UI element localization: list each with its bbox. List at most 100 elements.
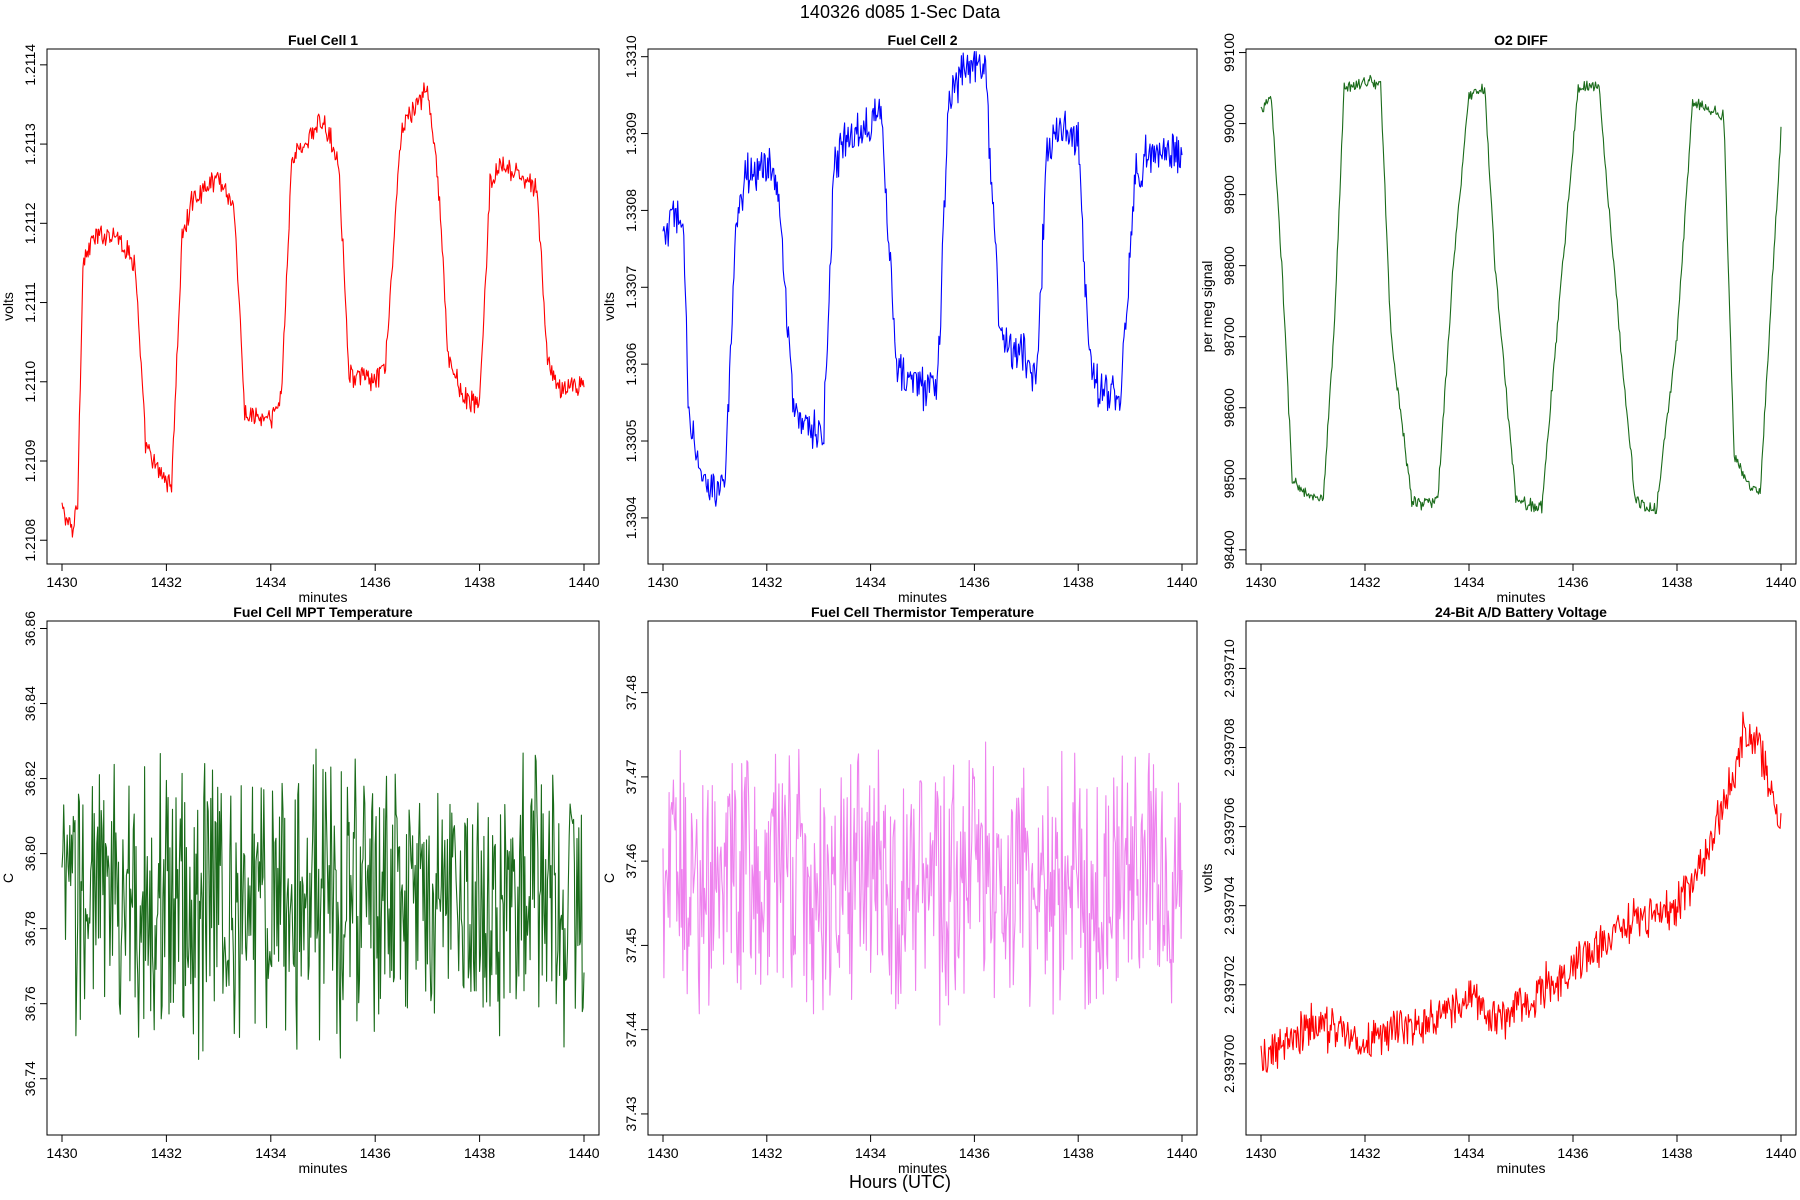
x-tick-label: 1432 xyxy=(751,574,782,590)
x-tick-label: 1434 xyxy=(1453,1145,1484,1161)
plot-frame xyxy=(46,620,600,1136)
x-tick-label: 1434 xyxy=(255,574,286,590)
x-tick-label: 1430 xyxy=(647,1145,678,1161)
x-tick-label: 1440 xyxy=(1765,1145,1796,1161)
plot-frame xyxy=(46,48,600,565)
series-line xyxy=(1260,711,1782,1073)
panel-3: O2 DIFF 1430 1432 1434 1436 1438 1440 minutes 98… xyxy=(1199,32,1797,605)
panel-1: Fuel Cell 1 1430 1432 1434 1436 1438 1440 minut… xyxy=(0,32,600,605)
y-tick-label: 99000 xyxy=(1221,104,1237,143)
x-tick-label: 1436 xyxy=(360,1145,391,1161)
y-tick-label: 1.3304 xyxy=(623,496,639,539)
series-line xyxy=(662,51,1183,507)
y-tick-label: 36.74 xyxy=(22,1061,38,1096)
plot-frame xyxy=(647,620,1198,1136)
y-tick-label: 98500 xyxy=(1221,459,1237,498)
x-tick-label: 1434 xyxy=(855,1145,886,1161)
y-tick-label: 98400 xyxy=(1221,530,1237,569)
panel-title: 24-Bit A/D Battery Voltage xyxy=(1435,604,1607,620)
x-axis-label: minutes xyxy=(898,589,947,605)
y-tick-label: 1.3310 xyxy=(623,35,639,78)
y-tick-label: 99100 xyxy=(1221,33,1237,72)
y-tick-label: 1.2110 xyxy=(22,361,38,403)
y-tick-label: 1.3308 xyxy=(623,189,639,232)
y-tick-label: 98700 xyxy=(1221,317,1237,356)
series-line xyxy=(662,741,1183,1026)
y-axis-label: volts xyxy=(1199,864,1215,893)
y-tick-label: 2.939704 xyxy=(1221,876,1237,935)
panel-5: Fuel Cell Thermistor Temperature 1430 1432… xyxy=(601,604,1198,1176)
x-tick-label: 1432 xyxy=(751,1145,782,1161)
figure-title: 140326 d085 1-Sec Data xyxy=(800,2,1001,22)
x-tick-label: 1440 xyxy=(1765,574,1796,590)
y-tick-label: 98900 xyxy=(1221,175,1237,214)
y-tick-label: 2.939706 xyxy=(1221,797,1237,856)
y-tick-label: 37.47 xyxy=(623,759,639,794)
y-tick-label: 36.82 xyxy=(22,761,38,796)
panel-2: Fuel Cell 2 1430 1432 1434 1436 1438 1440 minut… xyxy=(601,32,1198,605)
y-tick-label: 98600 xyxy=(1221,388,1237,427)
panel-4: Fuel Cell MPT Temperature 1430 1432 1434 143… xyxy=(0,604,600,1176)
y-tick-label: 1.3309 xyxy=(623,112,639,155)
y-tick-label: 36.80 xyxy=(22,836,38,871)
y-tick-label: 1.3307 xyxy=(623,266,639,309)
x-tick-label: 1430 xyxy=(1245,1145,1276,1161)
x-tick-label: 1440 xyxy=(1166,1145,1197,1161)
x-tick-label: 1430 xyxy=(46,574,77,590)
panel-title: Fuel Cell 2 xyxy=(887,32,957,48)
panel-6: 24-Bit A/D Battery Voltage 1430 1432 1434 14… xyxy=(1199,604,1797,1176)
plot-frame xyxy=(1245,48,1797,565)
x-axis-label: minutes xyxy=(298,1160,347,1176)
x-tick-label: 1432 xyxy=(151,1145,182,1161)
x-tick-label: 1434 xyxy=(855,574,886,590)
x-tick-label: 1430 xyxy=(1245,574,1276,590)
x-tick-label: 1436 xyxy=(360,574,391,590)
x-tick-label: 1440 xyxy=(1166,574,1197,590)
y-tick-label: 1.3306 xyxy=(623,343,639,386)
series-line xyxy=(1260,74,1782,515)
y-tick-label: 36.78 xyxy=(22,911,38,946)
x-axis-label: minutes xyxy=(298,589,347,605)
x-tick-label: 1438 xyxy=(1661,574,1692,590)
y-tick-label: 1.2112 xyxy=(22,202,38,244)
y-tick-label: 1.2111 xyxy=(22,282,38,323)
y-tick-label: 1.3305 xyxy=(623,419,639,462)
plot-frame xyxy=(1245,620,1797,1136)
y-tick-label: 2.939700 xyxy=(1221,1034,1237,1093)
y-axis-label: C xyxy=(601,873,617,883)
x-axis-label: minutes xyxy=(1496,589,1545,605)
y-tick-label: 37.45 xyxy=(623,928,639,963)
y-tick-label: 2.939702 xyxy=(1221,955,1237,1014)
y-tick-label: 37.46 xyxy=(623,843,639,878)
panel-title: Fuel Cell 1 xyxy=(288,32,358,48)
y-tick-label: 37.44 xyxy=(623,1012,639,1047)
x-tick-label: 1436 xyxy=(959,1145,990,1161)
y-tick-label: 1.2108 xyxy=(22,519,38,562)
panel-title: O2 DIFF xyxy=(1494,32,1548,48)
y-tick-label: 36.84 xyxy=(22,686,38,721)
x-tick-label: 1436 xyxy=(1557,1145,1588,1161)
x-axis-label: minutes xyxy=(1496,1160,1545,1176)
x-tick-label: 1438 xyxy=(1063,1145,1094,1161)
x-tick-label: 1434 xyxy=(255,1145,286,1161)
y-tick-label: 1.2113 xyxy=(22,123,38,165)
y-axis-label: volts xyxy=(0,292,16,321)
y-tick-label: 37.48 xyxy=(623,675,639,710)
y-axis-label: volts xyxy=(601,292,617,321)
y-axis-label: C xyxy=(0,873,16,883)
x-tick-label: 1432 xyxy=(151,574,182,590)
x-tick-label: 1430 xyxy=(46,1145,77,1161)
series-line xyxy=(61,748,585,1060)
y-tick-label: 1.2109 xyxy=(22,439,38,482)
x-tick-label: 1430 xyxy=(647,574,678,590)
x-tick-label: 1432 xyxy=(1349,574,1380,590)
y-tick-label: 36.76 xyxy=(22,986,38,1021)
y-tick-label: 37.43 xyxy=(623,1096,639,1131)
panel-title: Fuel Cell Thermistor Temperature xyxy=(811,604,1034,620)
x-tick-label: 1436 xyxy=(1557,574,1588,590)
x-tick-label: 1438 xyxy=(464,1145,495,1161)
x-tick-label: 1440 xyxy=(568,574,599,590)
plot-frame xyxy=(647,48,1198,565)
x-tick-label: 1438 xyxy=(1661,1145,1692,1161)
